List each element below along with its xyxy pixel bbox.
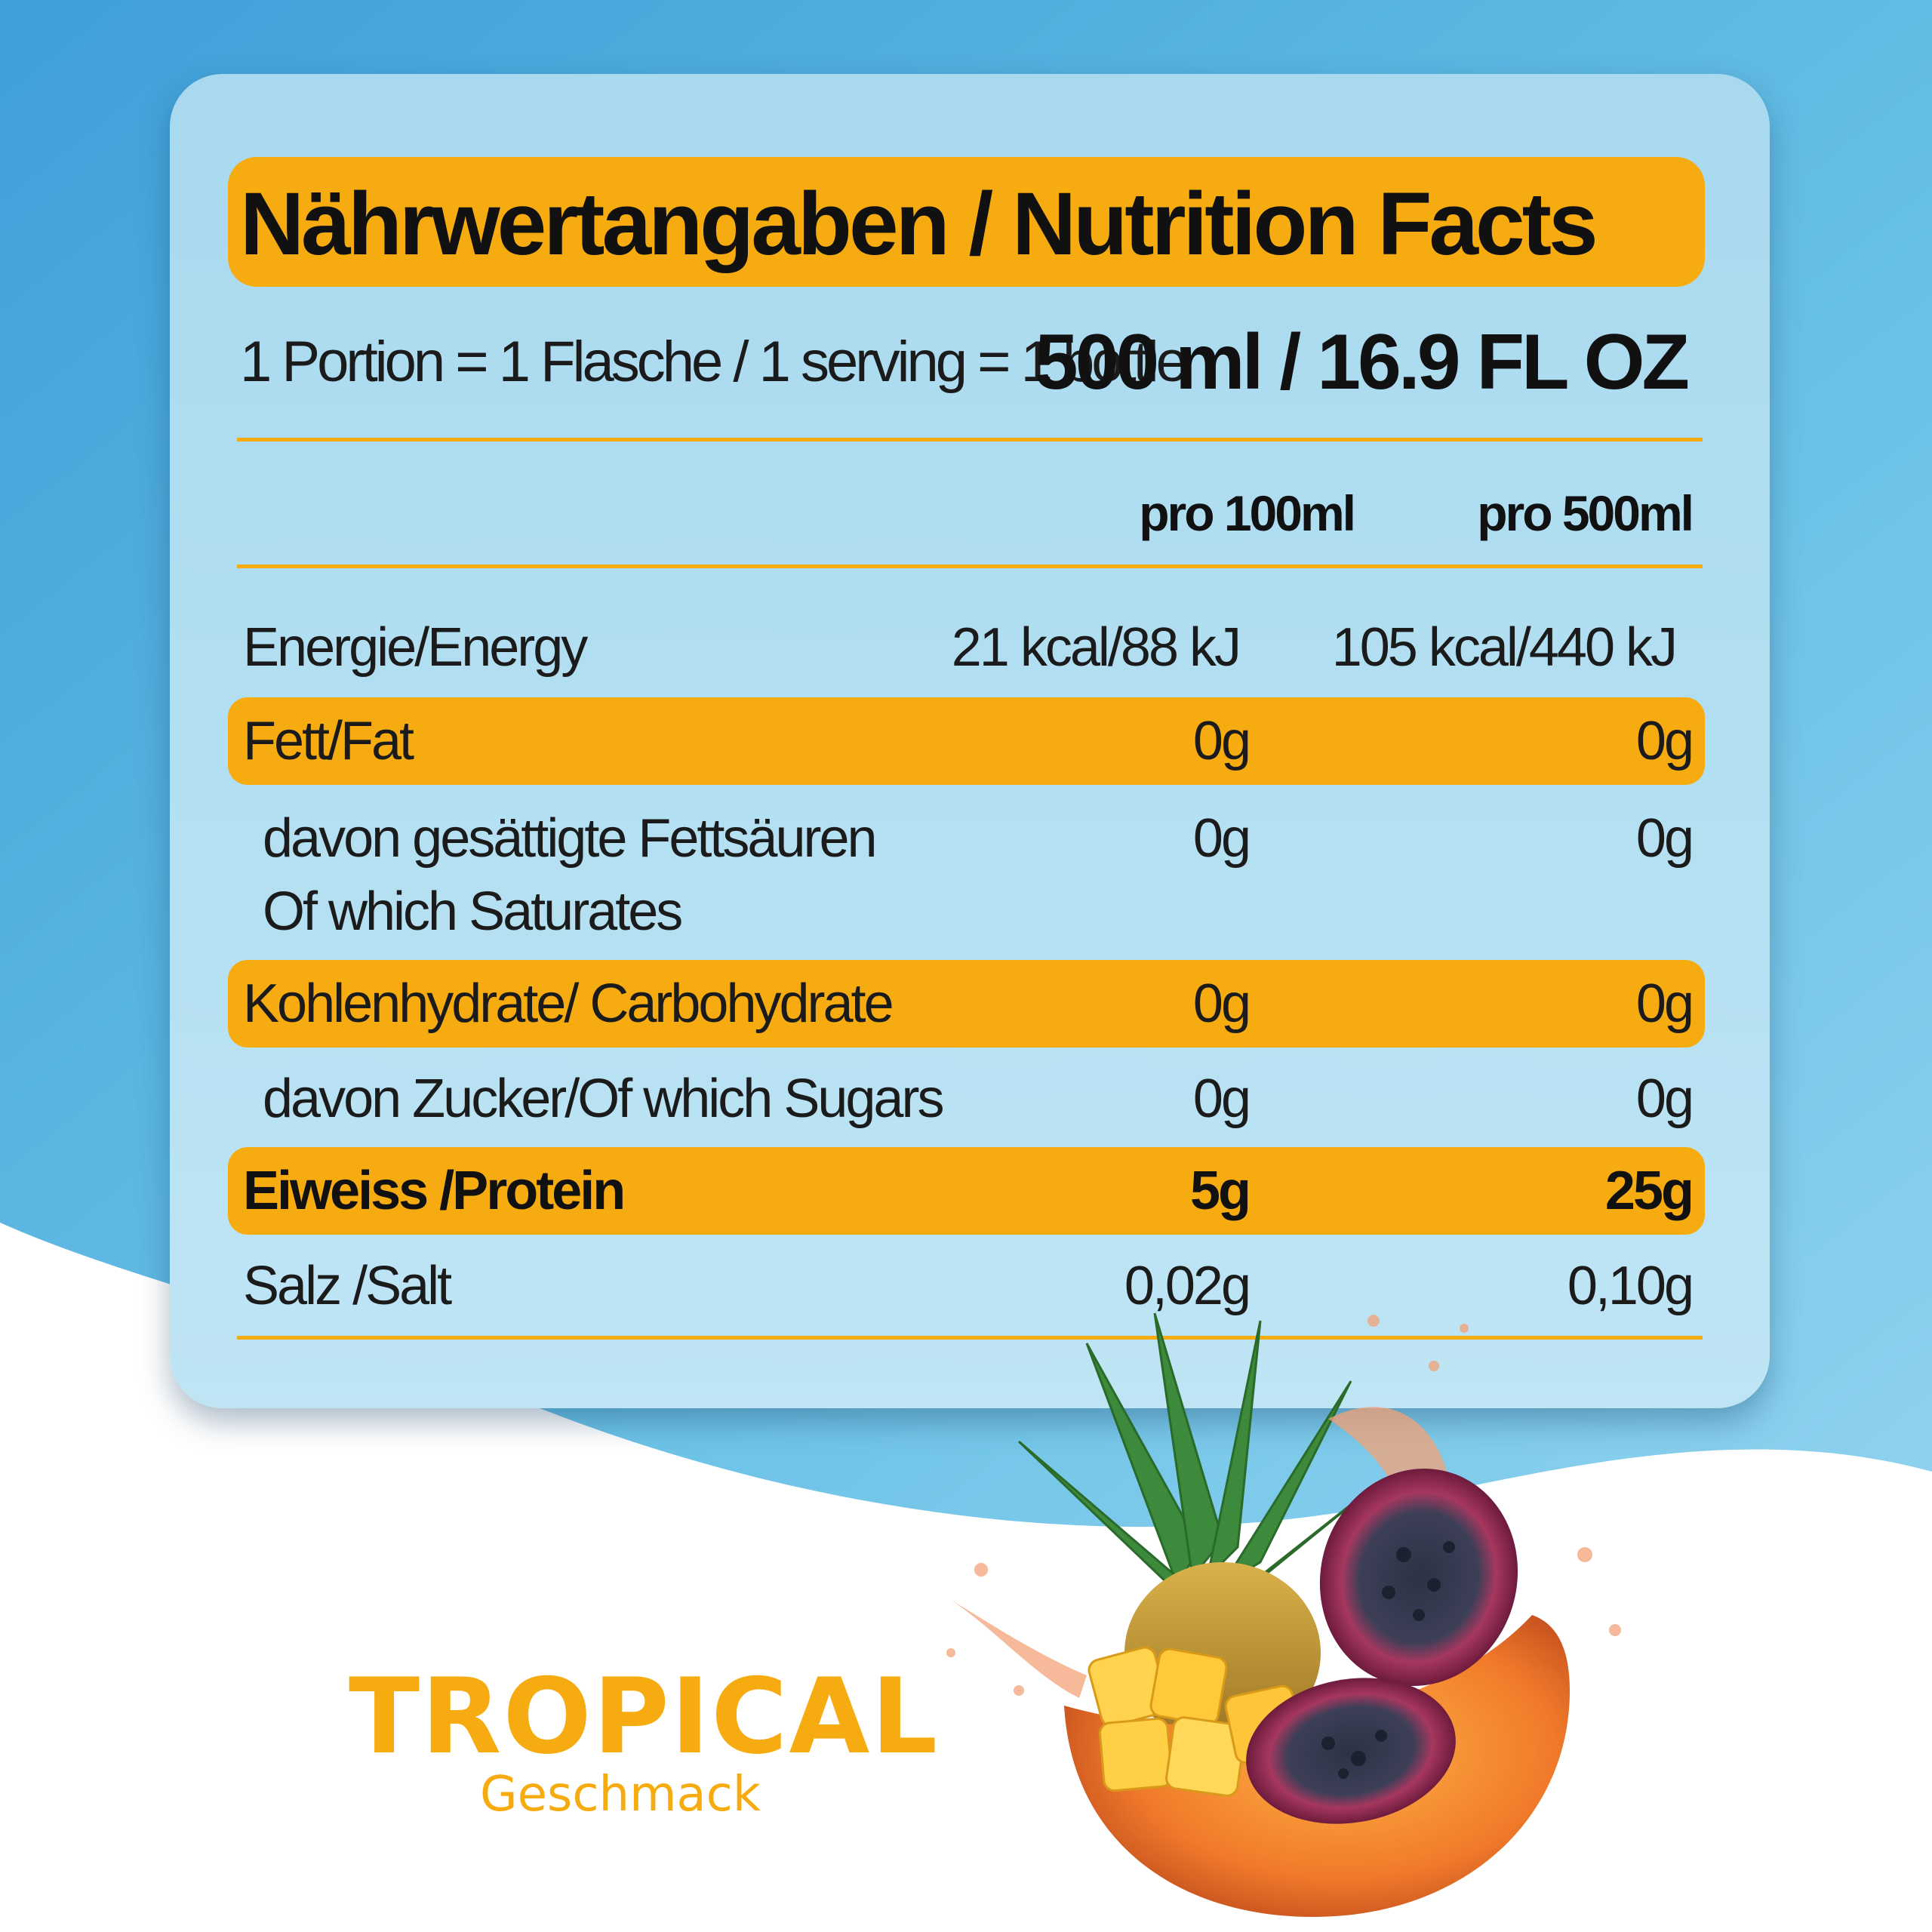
row-carbohydrate-label: Kohlenhydrate/ Carbohydrate — [243, 974, 894, 1034]
row-fat-per500: 0g — [1635, 711, 1694, 771]
row-protein-per500: 25g — [1604, 1161, 1694, 1221]
row-salt-label: Salz /Salt — [243, 1256, 452, 1316]
row-saturates-per100: 0g — [1192, 808, 1251, 869]
row-protein-per100: 5g — [1189, 1161, 1251, 1221]
row-salt-per100: 0,02g — [1124, 1256, 1251, 1316]
row-highlight — [228, 1147, 1705, 1235]
row-energy-per500: 105 kcal/440 kJ — [1331, 617, 1678, 678]
row-saturates-per500: 0g — [1635, 808, 1694, 869]
brand-subtitle: Geschmack — [480, 1767, 761, 1823]
row-saturates-label: davon gesättigte Fettsäuren — [263, 808, 878, 869]
row-saturates-label-en: Of which Saturates — [263, 881, 683, 942]
row-highlight — [228, 960, 1705, 1048]
row-fat-label: Fett/Fat — [243, 711, 414, 771]
row-salt-per500: 0,10g — [1567, 1256, 1694, 1316]
nutrition-title: Nährwertangaben / Nutrition Facts — [240, 174, 1598, 274]
row-fat-per100: 0g — [1192, 711, 1251, 771]
row-carbohydrate-per100: 0g — [1192, 974, 1251, 1034]
row-sugars-per500: 0g — [1635, 1069, 1694, 1129]
divider — [237, 565, 1703, 568]
row-highlight — [228, 697, 1705, 785]
row-energy-per100: 21 kcal/88 kJ — [951, 617, 1241, 678]
column-header-per-500ml: pro 500ml — [1477, 485, 1694, 541]
title-bar — [228, 157, 1705, 287]
row-sugars-per100: 0g — [1192, 1069, 1251, 1129]
row-protein-label: Eiweiss /Protein — [243, 1161, 626, 1221]
tropical-fruit-illustration — [946, 1312, 1621, 1917]
brand-name: TROPICAL — [349, 1656, 940, 1777]
divider — [237, 1336, 1703, 1340]
row-sugars-label: davon Zucker/Of which Sugars — [263, 1069, 944, 1129]
divider — [237, 438, 1703, 441]
column-header-per-100ml: pro 100ml — [1139, 485, 1356, 541]
serving-size-text: 1 Portion = 1 Flasche / 1 serving = 1 bo… — [240, 330, 1188, 394]
row-energy-label: Energie/Energy — [243, 617, 588, 678]
row-carbohydrate-per500: 0g — [1635, 974, 1694, 1034]
serving-amount: 500 ml / 16.9 FL OZ — [1034, 318, 1690, 406]
